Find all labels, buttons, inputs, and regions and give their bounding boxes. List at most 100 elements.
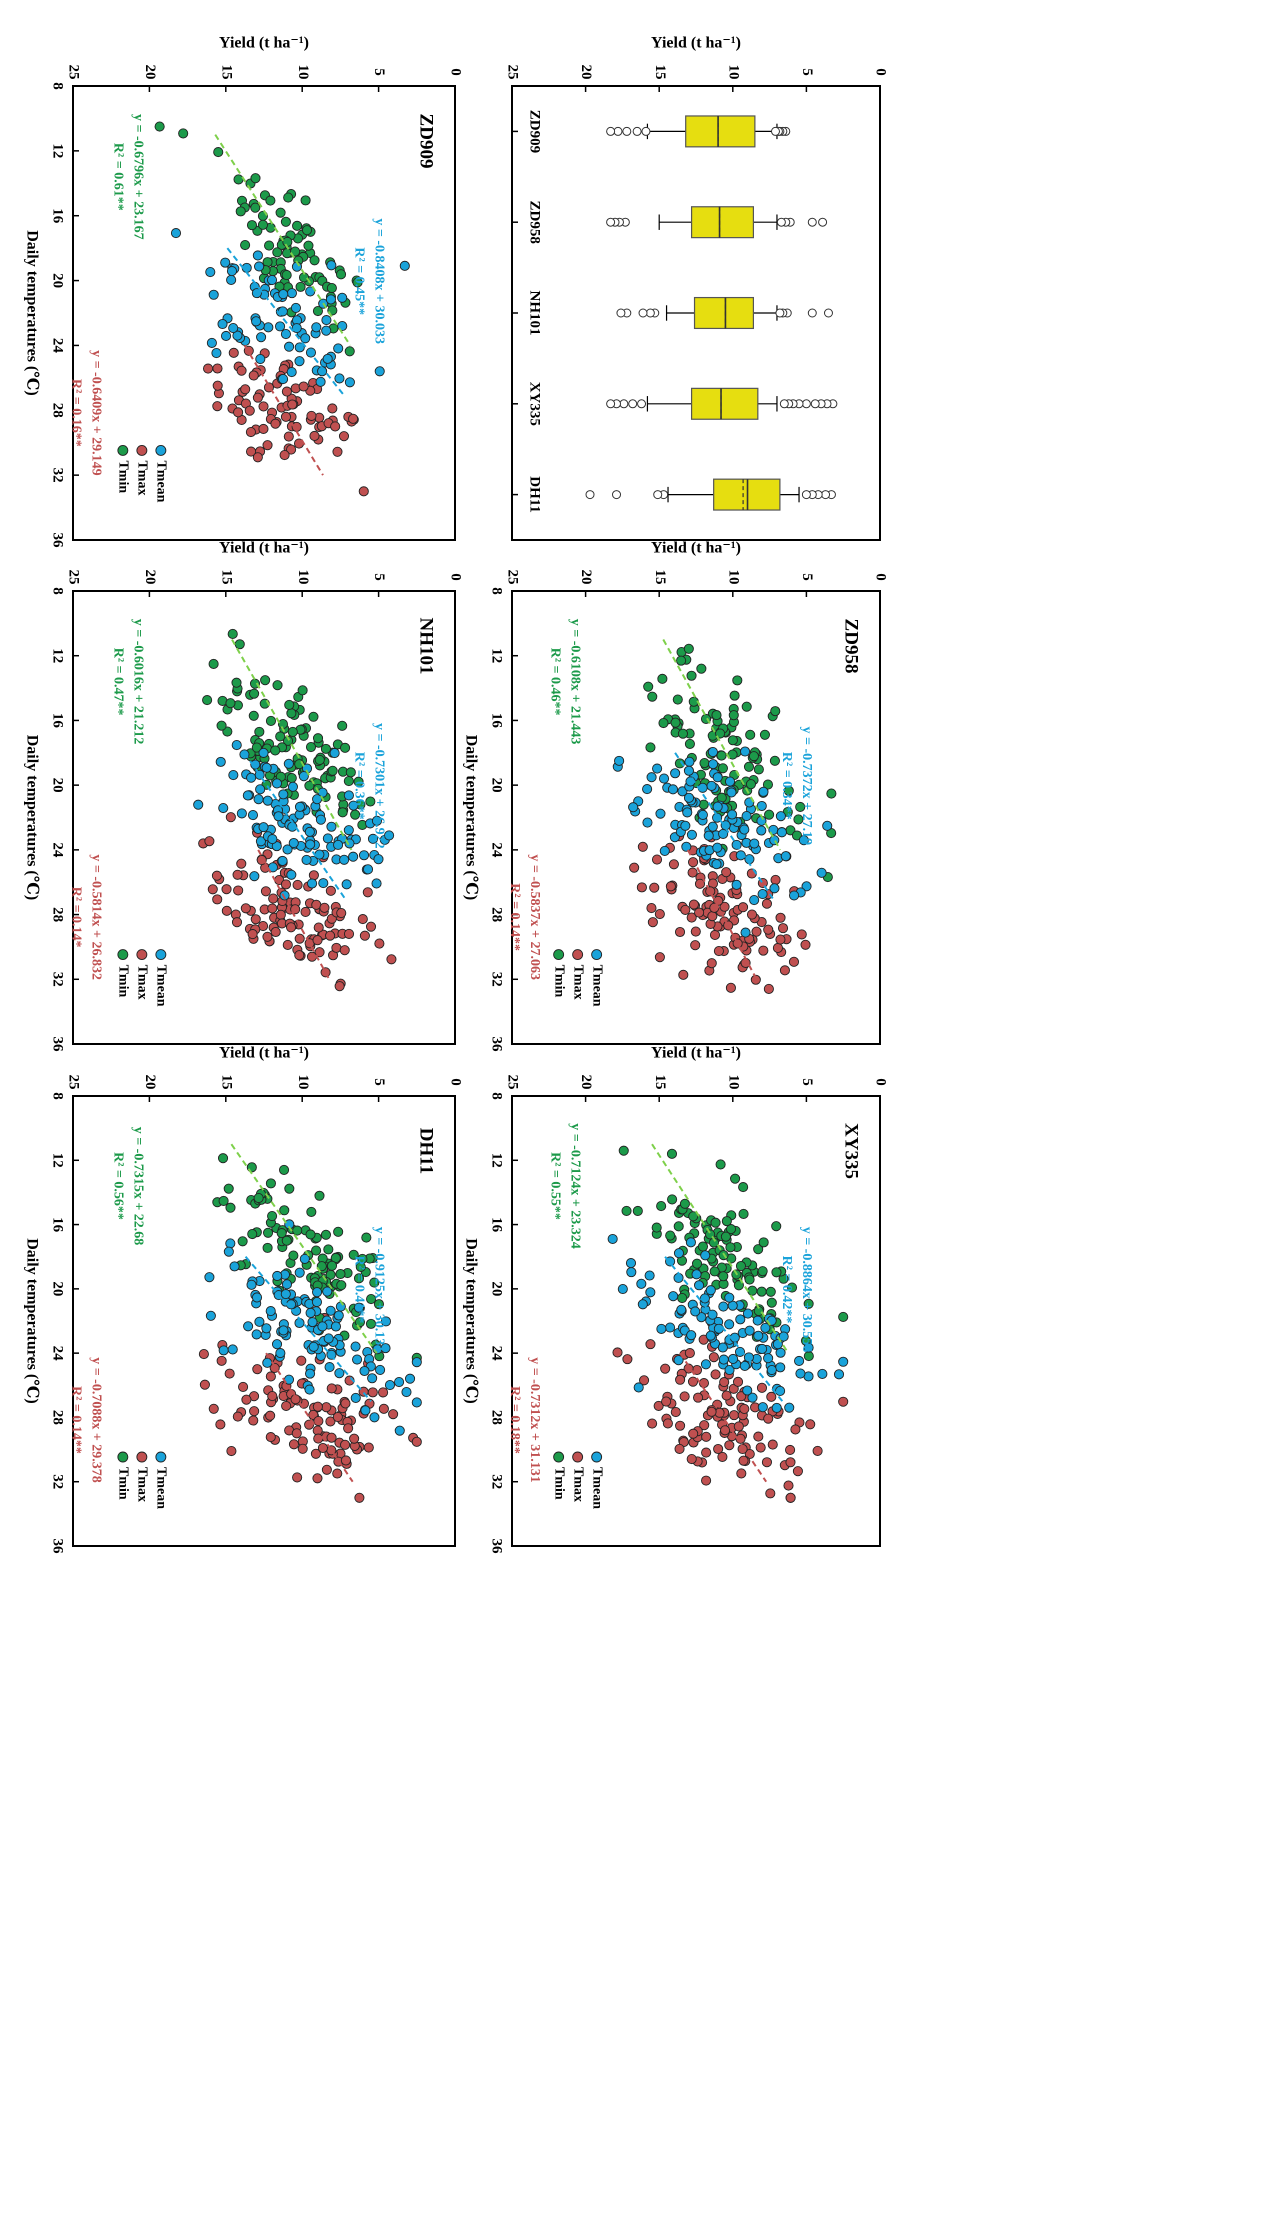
point-tmean — [246, 772, 257, 783]
point-tmax — [378, 1387, 389, 1398]
equation-text: y = -0.8864x + 30.556 — [799, 1227, 814, 1353]
point-tmax — [654, 952, 665, 963]
y-tick-label-group: 25 — [66, 1075, 82, 1090]
point-tmean — [718, 1354, 729, 1365]
point-tmin — [762, 779, 773, 790]
x-tick-label: 12 — [489, 1153, 505, 1168]
y-axis-title: Yield (t ha⁻¹) — [219, 540, 309, 557]
point-tmax — [637, 841, 648, 852]
point-tmax — [761, 1457, 772, 1468]
point-tmax — [225, 812, 236, 823]
point-tmin — [265, 715, 277, 727]
point-tmax — [788, 956, 800, 967]
point-tmax — [751, 926, 762, 937]
y-tick-label: 15 — [652, 65, 668, 80]
point-tmean — [278, 789, 289, 800]
point-tmax — [203, 363, 214, 374]
point-tmean — [642, 784, 653, 795]
point-tmean — [284, 341, 295, 352]
y-tick-label-group: 10 — [725, 1075, 741, 1090]
y-tick-label: 15 — [652, 570, 668, 585]
point-tmin — [281, 270, 292, 281]
point-tmax — [224, 1368, 235, 1379]
point-tmin — [279, 1205, 290, 1216]
point-tmean — [360, 1405, 371, 1416]
point-tmin — [250, 173, 261, 184]
y-axis-title-group: Yield (t ha⁻¹) — [651, 35, 741, 52]
point-tmin — [733, 1280, 744, 1291]
legend-label: Tmean — [154, 1467, 169, 1509]
point-tmax — [212, 363, 223, 374]
point-tmin — [240, 239, 251, 251]
point-tmean — [227, 1344, 238, 1355]
point-tmax — [226, 1445, 237, 1457]
x-tick-label-group: 16 — [50, 713, 66, 729]
point-tmax — [721, 1390, 732, 1401]
legend-marker-tmax — [136, 1451, 148, 1463]
point-tmin — [233, 174, 244, 185]
point-tmax — [680, 904, 691, 915]
outlier-point — [637, 399, 647, 409]
point-tmin — [348, 1249, 359, 1260]
point-tmin — [366, 1293, 377, 1305]
point-tmin — [677, 728, 688, 739]
point-tmean — [375, 1364, 386, 1375]
point-tmean — [655, 808, 666, 819]
point-tmean — [315, 814, 326, 825]
point-tmean — [294, 1267, 305, 1278]
point-tmean — [323, 1333, 334, 1344]
point-tmin — [651, 1222, 662, 1233]
equation-text: y = -0.5814x + 26.832 — [89, 854, 104, 980]
category-label-group: XY335 — [527, 382, 543, 426]
r2-text: R² = 0.46** — [547, 648, 562, 716]
point-tmean — [280, 329, 291, 340]
point-tmean — [325, 1305, 336, 1316]
point-tmin — [234, 639, 245, 650]
point-tmin — [757, 1266, 768, 1277]
point-tmax — [736, 1468, 747, 1479]
point-tmax — [308, 870, 319, 881]
point-tmean — [822, 820, 833, 831]
y-tick-label: 0 — [873, 1078, 889, 1086]
legend-label: Tmean — [154, 965, 169, 1007]
point-tmin — [311, 1245, 322, 1256]
point-tmax — [296, 1355, 307, 1366]
y-tick-label-group: 10 — [295, 65, 311, 80]
point-tmean — [749, 894, 760, 906]
point-tmean — [193, 799, 204, 810]
y-tick-label: 15 — [218, 65, 234, 80]
series-tmean — [612, 746, 833, 938]
point-tmean — [251, 288, 262, 299]
point-tmax — [763, 983, 774, 994]
point-tmean — [294, 801, 306, 812]
point-tmax — [812, 1445, 823, 1456]
point-tmean — [322, 353, 333, 364]
point-tmax — [365, 921, 377, 932]
point-tmin — [202, 695, 213, 706]
x-tick-label-group: 36 — [50, 1539, 66, 1555]
fit-line-tmax — [243, 344, 324, 476]
point-tmin — [670, 717, 681, 728]
point-tmin — [764, 809, 775, 820]
point-tmax — [665, 881, 676, 892]
point-tmax — [800, 939, 811, 950]
point-tmax — [252, 392, 263, 403]
point-tmean — [254, 1316, 265, 1327]
point-tmean — [741, 811, 752, 822]
point-tmean — [307, 1317, 318, 1328]
point-tmin — [323, 1244, 334, 1255]
point-tmax — [755, 1442, 766, 1453]
point-tmean — [278, 289, 289, 300]
point-tmean — [757, 1402, 768, 1413]
legend-marker-tmax — [572, 1451, 584, 1463]
point-tmean — [789, 890, 800, 901]
point-tmean — [275, 321, 286, 332]
point-tmax — [252, 452, 263, 463]
point-tmean — [686, 1330, 697, 1341]
point-tmean — [756, 800, 767, 812]
point-tmax — [777, 923, 789, 934]
x-tick-label: 24 — [50, 842, 66, 858]
point-tmean — [286, 869, 297, 880]
equation-tmin: y = -0.7124x + 23.324 R² = 0.55** — [547, 1123, 582, 1249]
point-tmean — [243, 1321, 254, 1332]
